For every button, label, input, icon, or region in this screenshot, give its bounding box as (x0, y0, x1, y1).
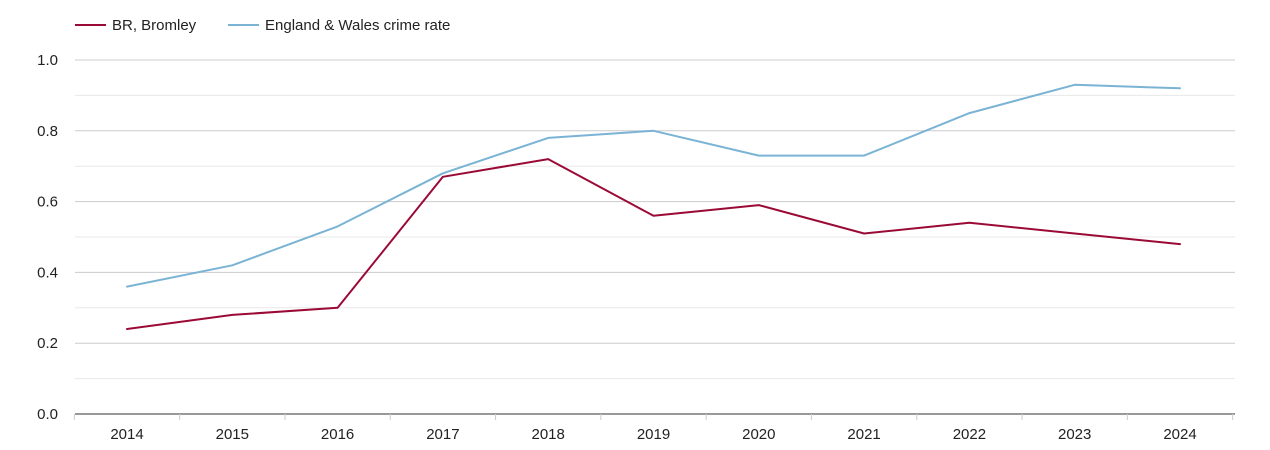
y-axis: 0.0 0.2 0.4 0.6 0.8 1.0 (37, 52, 58, 423)
x-tick-label: 2021 (847, 426, 880, 443)
x-axis: 2014 2015 2016 2017 2018 2019 2020 2021 2022 2023… (73, 413, 1235, 443)
series-line-br-bromley (126, 158, 1181, 330)
x-tick-label: 2023 (1058, 426, 1091, 443)
x-tick-label: 2019 (637, 426, 670, 443)
gridlines (75, 59, 1235, 380)
y-tick-label: 1.0 (37, 52, 58, 69)
x-tick-label: 2016 (321, 426, 354, 443)
legend: BR, Bromley England & Wales crime rate (75, 17, 450, 34)
y-tick-label: 0.2 (37, 335, 58, 352)
y-tick-label: 0.4 (37, 264, 58, 281)
y-tick-label: 0.6 (37, 194, 58, 211)
x-tick-label: 2018 (532, 426, 565, 443)
legend-label: BR, Bromley (112, 17, 197, 34)
series-line-england-wales-crime-rate (126, 83, 1181, 288)
x-tick-label: 2017 (426, 426, 459, 443)
x-tick-label: 2020 (742, 426, 775, 443)
x-tick-label: 2024 (1163, 426, 1196, 443)
y-tick-label: 0.0 (37, 406, 58, 423)
x-tick-label: 2022 (953, 426, 986, 443)
x-tick-label: 2014 (110, 426, 143, 443)
series-layer (126, 83, 1181, 330)
x-tick-label: 2015 (216, 426, 249, 443)
legend-label: England & Wales crime rate (265, 17, 450, 34)
y-tick-label: 0.8 (37, 123, 58, 140)
